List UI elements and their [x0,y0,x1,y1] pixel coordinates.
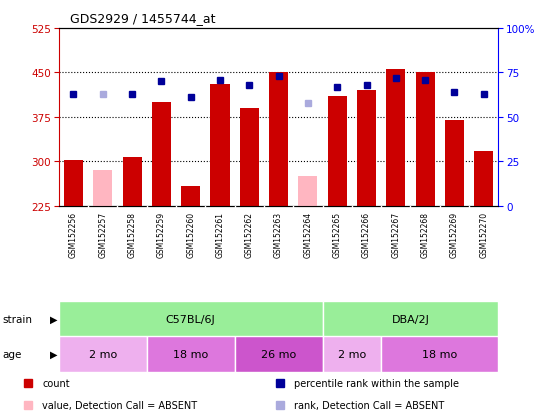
Text: GSM152270: GSM152270 [479,211,488,257]
Bar [59,337,147,372]
Bar [152,103,171,206]
Text: GDS2929 / 1455744_at: GDS2929 / 1455744_at [70,12,216,25]
Bar [64,161,83,206]
Bar [328,97,347,206]
Bar [381,337,498,372]
Text: GSM152258: GSM152258 [128,211,137,257]
Text: ▶: ▶ [50,349,58,359]
Text: GSM152264: GSM152264 [304,211,312,257]
Bar [298,176,318,206]
Text: DBA/2J: DBA/2J [391,314,430,324]
Bar [147,337,235,372]
Bar [240,109,259,206]
Bar [323,301,498,337]
Text: 18 mo: 18 mo [173,349,208,359]
Bar [269,73,288,206]
Text: GSM152259: GSM152259 [157,211,166,257]
Text: ▶: ▶ [50,314,58,324]
Text: value, Detection Call = ABSENT: value, Detection Call = ABSENT [42,400,197,410]
Text: GSM152269: GSM152269 [450,211,459,257]
Bar [123,157,142,206]
Bar [323,337,381,372]
Bar [386,70,405,206]
Text: age: age [3,349,22,359]
Text: GSM152265: GSM152265 [333,211,342,257]
Text: GSM152256: GSM152256 [69,211,78,257]
Bar [93,171,113,206]
Bar [59,301,323,337]
Text: GSM152266: GSM152266 [362,211,371,257]
Text: GSM152263: GSM152263 [274,211,283,257]
Text: 2 mo: 2 mo [88,349,117,359]
Text: strain: strain [3,314,33,324]
Text: 18 mo: 18 mo [422,349,458,359]
Text: C57BL/6J: C57BL/6J [166,314,216,324]
Text: percentile rank within the sample: percentile rank within the sample [294,378,459,388]
Bar [357,91,376,206]
Bar [181,187,200,206]
Bar [474,152,493,206]
Bar [416,73,435,206]
Bar [445,121,464,206]
Text: GSM152267: GSM152267 [391,211,400,257]
Bar [211,85,230,206]
Text: GSM152262: GSM152262 [245,211,254,257]
Text: 26 mo: 26 mo [261,349,296,359]
Text: rank, Detection Call = ABSENT: rank, Detection Call = ABSENT [294,400,444,410]
Text: 2 mo: 2 mo [338,349,366,359]
Bar [235,337,323,372]
Text: GSM152260: GSM152260 [186,211,195,257]
Text: GSM152261: GSM152261 [216,211,225,257]
Text: GSM152257: GSM152257 [98,211,108,257]
Text: count: count [42,378,69,388]
Text: GSM152268: GSM152268 [421,211,430,257]
